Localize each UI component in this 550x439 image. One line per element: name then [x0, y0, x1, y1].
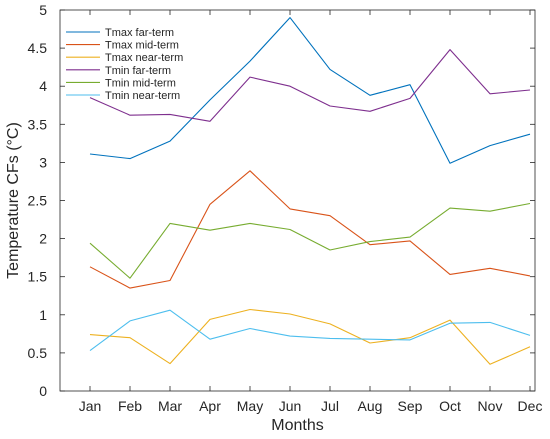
- y-tick-label: 2: [39, 231, 47, 247]
- x-tick-label: Jun: [279, 398, 302, 414]
- x-tick-label: Jan: [79, 398, 102, 414]
- y-tick-label: 1.5: [28, 269, 48, 285]
- legend-label: Tmin mid-term: [105, 77, 176, 89]
- series-line-tmin-mid-term: [89, 202, 531, 279]
- legend-label: Tmin near-term: [105, 90, 180, 102]
- y-axis-title: Temperature CFs (°C): [5, 122, 22, 279]
- x-tick-label: Mar: [158, 398, 182, 414]
- series-line-tmin-near-term: [89, 309, 531, 352]
- y-tick-label: 0.5: [28, 345, 48, 361]
- legend-label: Tmax near-term: [105, 52, 183, 64]
- x-tick-label: Nov: [478, 398, 503, 414]
- y-tick-label: 3: [39, 154, 47, 170]
- legend-label: Tmin far-term: [105, 65, 171, 77]
- legend-label: Tmax far-term: [105, 27, 174, 39]
- x-tick-label: Oct: [439, 398, 461, 414]
- x-tick-label: May: [237, 398, 263, 414]
- y-tick-label: 5: [39, 2, 47, 18]
- y-tick-label: 3.5: [28, 116, 48, 132]
- x-tick-label: Apr: [199, 398, 221, 414]
- y-tick-label: 1: [39, 307, 47, 323]
- x-axis-title: Months: [271, 417, 323, 434]
- axes: 0 0.5 1 1.5 2 2.5 3 3.5 4 4.5 5 Jan Feb Mar Apr May Jun J…: [28, 2, 543, 414]
- x-tick-label: Aug: [358, 398, 383, 414]
- y-tick-label: 2.5: [28, 193, 48, 209]
- y-tick-label: 4: [39, 78, 47, 94]
- series-line-tmin-far-term: [89, 49, 531, 122]
- series-line-tmax-far-term: [89, 17, 531, 164]
- x-tick-label: Dec: [518, 398, 543, 414]
- series-line-tmax-mid-term: [89, 170, 531, 289]
- series-lines: [89, 17, 531, 365]
- x-tick-label: Feb: [118, 398, 142, 414]
- series-line-tmax-near-term: [89, 308, 531, 365]
- y-tick-label: 4.5: [28, 40, 48, 56]
- legend-label: Tmax mid-term: [105, 40, 179, 52]
- y-tick-label: 0: [39, 383, 47, 399]
- x-tick-label: Sep: [398, 398, 423, 414]
- x-tick-label: Jul: [321, 398, 339, 414]
